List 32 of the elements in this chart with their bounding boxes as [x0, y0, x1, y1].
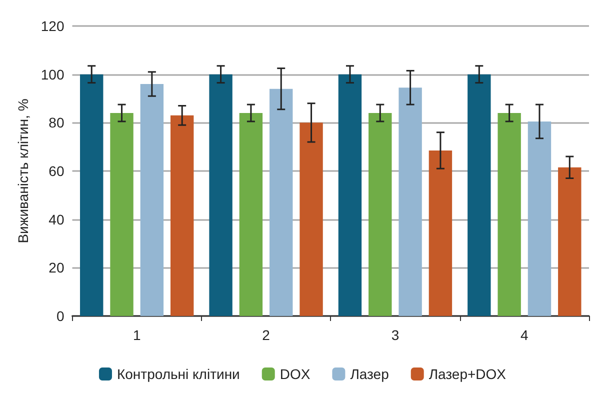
bar: [170, 115, 194, 316]
bar: [528, 121, 552, 316]
legend-label: Лазер+DOX: [428, 366, 507, 382]
y-tick-label: 0: [56, 308, 64, 324]
bar: [558, 167, 582, 316]
bar: [110, 113, 134, 316]
y-tick-label: 60: [48, 163, 64, 179]
legend-label: Лазер: [350, 366, 390, 382]
y-tick-label: 40: [48, 211, 64, 228]
bar: [239, 113, 263, 316]
bar: [338, 74, 362, 316]
y-tick-label: 80: [48, 114, 64, 131]
y-axis-title: Виживаність клітин, %: [15, 98, 31, 244]
y-tick-label: 120: [40, 18, 64, 34]
bar: [368, 113, 392, 316]
bar: [498, 113, 521, 316]
x-tick-label: 3: [391, 327, 400, 343]
bar: [428, 150, 452, 316]
bar: [270, 88, 293, 316]
bar: [398, 88, 422, 316]
bar: [80, 74, 104, 316]
bar: [468, 74, 491, 316]
y-tick-label: 100: [40, 66, 64, 82]
bar: [300, 122, 323, 316]
legend-label: Контрольні клітини: [116, 366, 240, 382]
bar: [209, 74, 232, 316]
legend-label: DOX: [280, 366, 311, 382]
x-tick-label: 4: [520, 327, 529, 343]
y-tick-label: 20: [48, 260, 64, 276]
bar: [140, 84, 164, 316]
x-tick-label: 1: [132, 327, 141, 343]
x-tick-label: 2: [262, 327, 270, 343]
